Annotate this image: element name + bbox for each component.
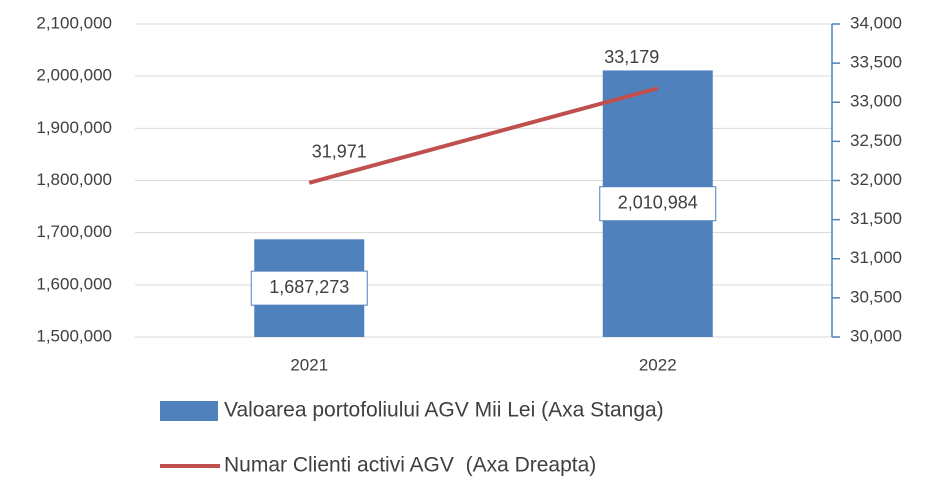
data-label: 1,687,273 [269,277,349,297]
y2-tick-label: 30,500 [850,287,902,306]
y-tick-label: 2,000,000 [36,66,112,85]
y2-tick-label: 32,500 [850,131,902,150]
legend-label: Valoarea portofoliului AGV Mii Lei (Axa … [224,399,664,422]
x-tick-label: 2021 [290,355,328,374]
legend-swatch [160,401,218,421]
y2-tick-label: 31,500 [850,209,902,228]
y-tick-label: 1,700,000 [36,222,112,241]
y-tick-label: 1,900,000 [36,118,112,137]
x-tick-label: 2022 [639,355,677,374]
y2-tick-label: 31,000 [850,248,902,267]
y-tick-label: 2,100,000 [36,13,112,32]
y-tick-label: 1,800,000 [36,170,112,189]
y2-tick-label: 32,000 [850,170,902,189]
y-tick-label: 1,500,000 [36,326,112,345]
data-label-box [599,186,717,222]
y2-tick-label: 33,500 [850,53,902,72]
y2-tick-label: 33,000 [850,92,902,111]
line [308,86,659,185]
data-label: 33,179 [604,47,659,67]
y2-tick-label: 34,000 [850,13,902,32]
data-label: 31,971 [312,142,367,162]
legend-label: Numar Clienti activi AGV (Axa Dreapta) [224,454,596,477]
data-label: 2,010,984 [618,192,698,212]
data-label-box [250,270,368,306]
y-tick-label: 1,600,000 [36,274,112,293]
y2-tick-label: 30,000 [850,326,902,345]
